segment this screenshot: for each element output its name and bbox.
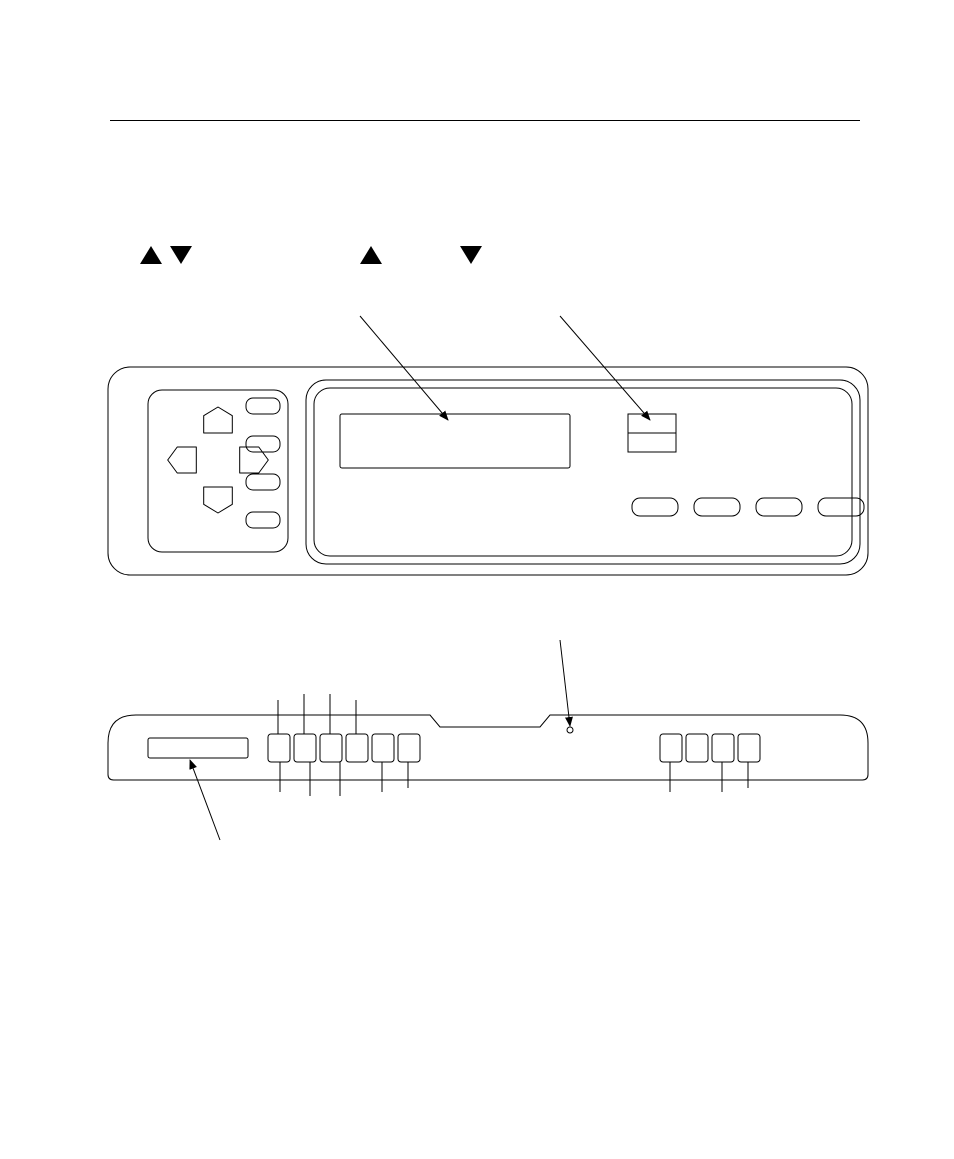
- right-button-3: [738, 734, 760, 762]
- left-button-1: [294, 734, 316, 762]
- soft-button-3: [818, 498, 864, 516]
- soft-button-1: [694, 498, 740, 516]
- right-button-1: [686, 734, 708, 762]
- left-button-0: [268, 734, 290, 762]
- dpad-down-button: [204, 487, 233, 513]
- right-button-0: [660, 734, 682, 762]
- display-inner-frame: [314, 388, 852, 556]
- top-callout-1: [560, 316, 650, 420]
- dpad-right-button: [240, 447, 269, 473]
- bottom-callout-1: [190, 760, 220, 840]
- side-button-2: [246, 474, 280, 490]
- side-button-1: [246, 436, 280, 452]
- left-button-2: [320, 734, 342, 762]
- side-button-3: [246, 512, 280, 528]
- led-indicator: [567, 727, 573, 733]
- display-outer-frame: [306, 380, 860, 564]
- top-callout-0: [360, 316, 448, 420]
- dpad-left-button: [168, 447, 197, 473]
- bottom-lcd-slot: [148, 738, 248, 758]
- side-button-0: [246, 398, 280, 414]
- soft-button-2: [756, 498, 802, 516]
- soft-button-0: [632, 498, 678, 516]
- right-button-2: [712, 734, 734, 762]
- bottom-callout-0: [560, 640, 570, 726]
- lcd-window: [340, 414, 570, 468]
- dpad-up-button: [204, 407, 233, 433]
- bottom-panel-outline: [108, 715, 868, 780]
- left-button-3: [346, 734, 368, 762]
- top-panel-frame: [108, 367, 868, 575]
- left-button-4: [372, 734, 394, 762]
- left-button-5: [398, 734, 420, 762]
- page-root: [0, 0, 954, 1159]
- diagram-svg: [0, 0, 954, 1159]
